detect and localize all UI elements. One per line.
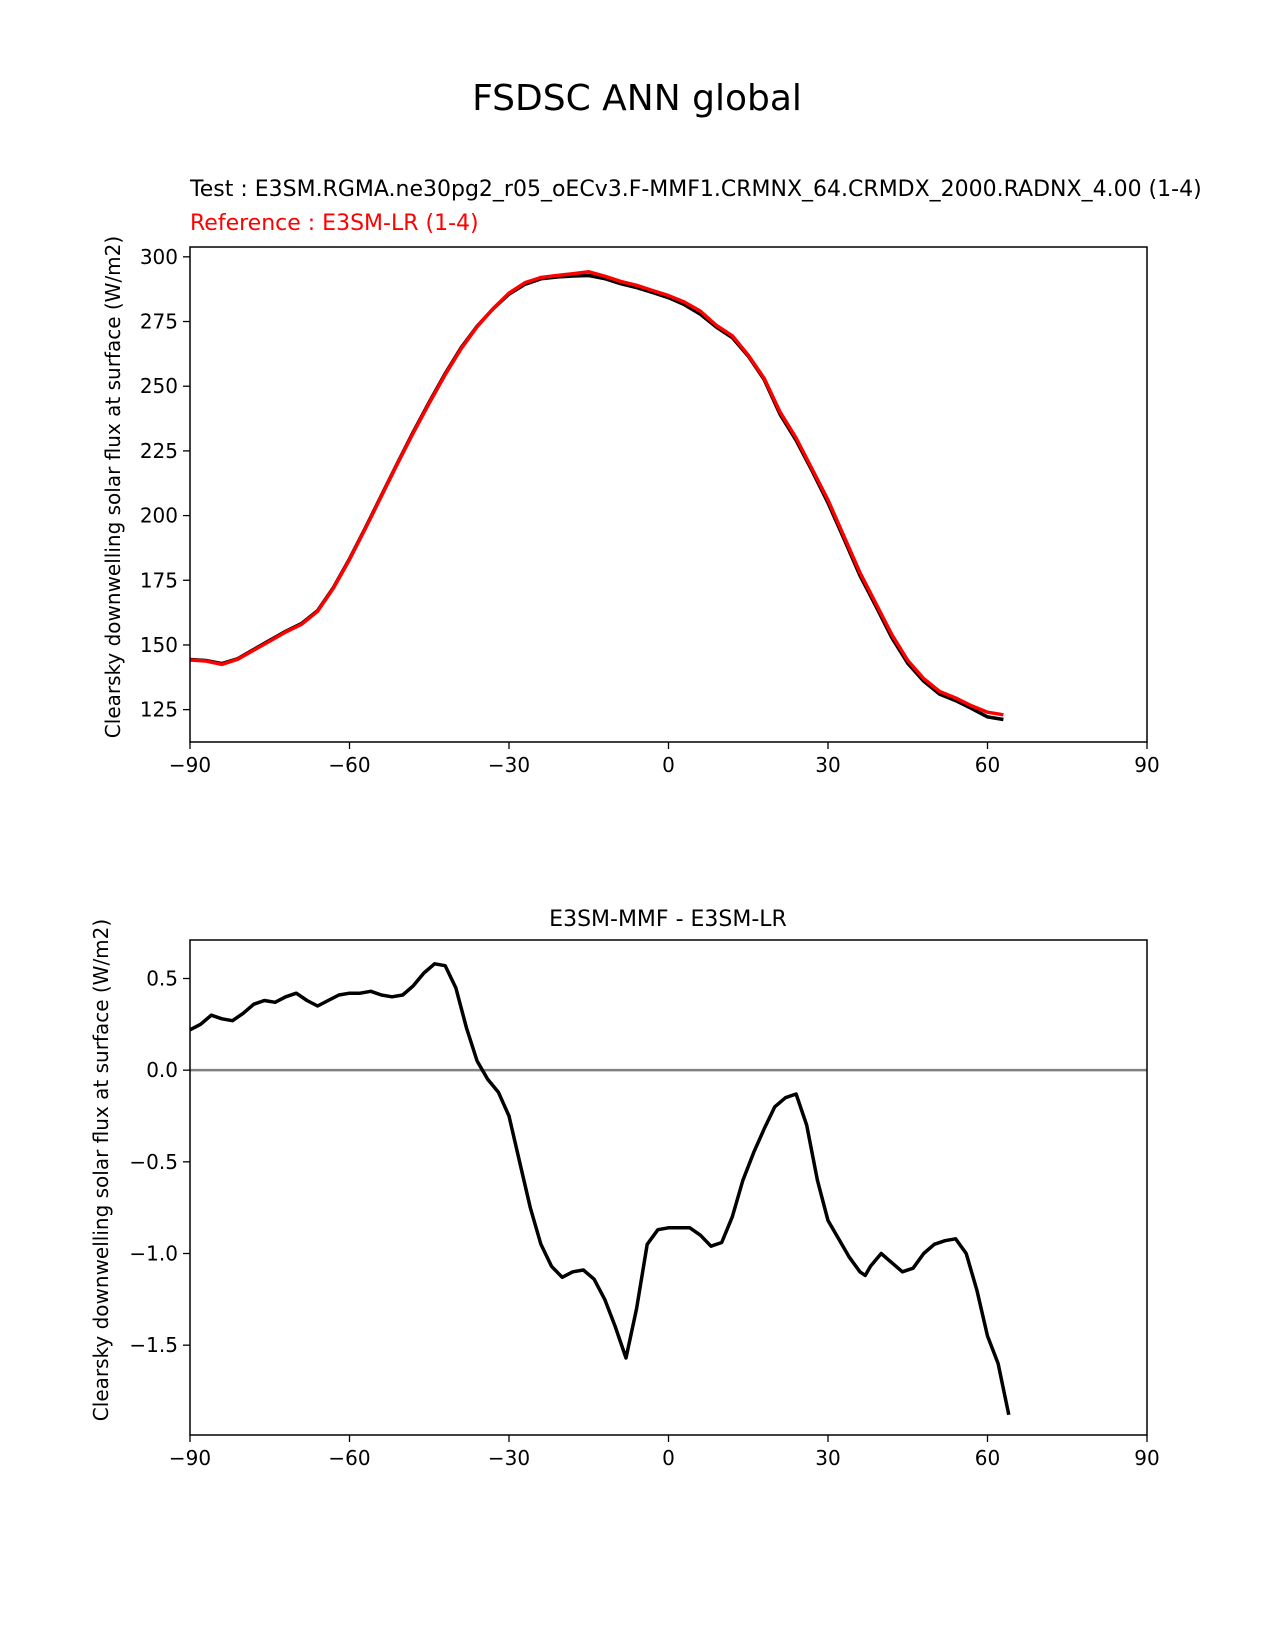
bottom-series-0 xyxy=(189,962,1011,1416)
test-title: Test : E3SM.RGMA.ne30pg2_r05_oECv3.F-MMF… xyxy=(189,177,1202,202)
top-series-1 xyxy=(189,270,1004,717)
top-plot-frame xyxy=(189,246,1148,743)
top-y-tick-label: 150 xyxy=(140,633,178,657)
difference-title: E3SM-MMF - E3SM-LR xyxy=(549,907,787,932)
bottom-ticks: −90 −60 −30 0 30 60 90 −1.5 −1.0 −0.5 0.0 0.5 xyxy=(129,967,1159,1471)
bottom-y-tick-label: −0.5 xyxy=(129,1150,178,1174)
top-y-tick-label: 175 xyxy=(140,568,178,592)
bottom-panel: E3SM-MMF - E3SM-LR Clearsky downwelling … xyxy=(89,907,1160,1470)
top-y-tick-label: 300 xyxy=(140,245,178,269)
top-y-tick-label: 125 xyxy=(140,698,178,722)
reference-title: Reference : E3SM-LR (1-4) xyxy=(190,211,479,236)
top-y-axis-label: Clearsky downwelling solar flux at surfa… xyxy=(101,236,125,738)
top-x-tick-label: −30 xyxy=(488,753,530,777)
bottom-y-tick-label: −1.5 xyxy=(129,1333,178,1357)
bottom-y-tick-label: 0.5 xyxy=(146,967,178,991)
top-x-tick-label: 0 xyxy=(662,753,675,777)
bottom-x-tick-label: 90 xyxy=(1134,1446,1159,1470)
bottom-x-tick-label: 60 xyxy=(975,1446,1000,1470)
bottom-y-axis-label: Clearsky downwelling solar flux at surfa… xyxy=(89,919,113,1421)
top-x-tick-label: 30 xyxy=(815,753,840,777)
bottom-x-tick-label: 0 xyxy=(662,1446,675,1470)
bottom-x-tick-label: −60 xyxy=(328,1446,370,1470)
top-y-tick-label: 275 xyxy=(140,310,178,334)
top-panel: Test : E3SM.RGMA.ne30pg2_r05_oECv3.F-MMF… xyxy=(101,177,1202,777)
top-ticks: −90 −60 −30 0 30 60 90 125 150 175 200 225 250 275 300 xyxy=(140,245,1160,777)
top-x-tick-label: −60 xyxy=(328,753,370,777)
bottom-y-tick-label: −1.0 xyxy=(129,1242,178,1266)
top-x-tick-label: 60 xyxy=(975,753,1000,777)
bottom-x-tick-label: −30 xyxy=(488,1446,530,1470)
top-y-tick-label: 225 xyxy=(140,439,178,463)
top-y-tick-label: 200 xyxy=(140,504,178,528)
figure-title: FSDSC ANN global xyxy=(472,78,802,119)
bottom-series xyxy=(189,962,1147,1416)
top-x-tick-label: 90 xyxy=(1134,753,1159,777)
top-x-tick-label: −90 xyxy=(169,753,211,777)
bottom-plot-frame xyxy=(189,939,1148,1436)
bottom-x-tick-label: 30 xyxy=(815,1446,840,1470)
top-series xyxy=(189,270,1004,722)
bottom-y-tick-label: 0.0 xyxy=(146,1058,178,1082)
bottom-x-tick-label: −90 xyxy=(169,1446,211,1470)
top-y-tick-label: 250 xyxy=(140,374,178,398)
